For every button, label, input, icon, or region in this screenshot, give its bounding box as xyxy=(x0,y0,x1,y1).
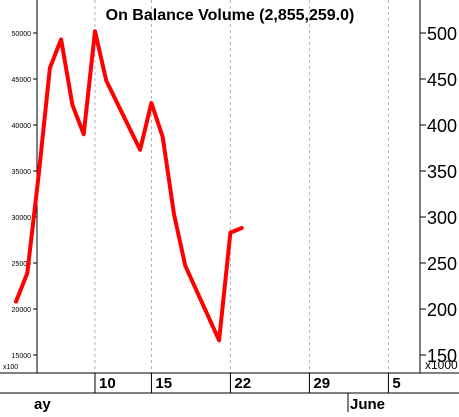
right-tick-label: 450 xyxy=(427,70,457,90)
left-tick-label: 15000 xyxy=(12,353,32,360)
right-tick-label: 200 xyxy=(427,300,457,320)
left-tick-label: 40000 xyxy=(12,123,32,130)
x-tick-label: 10 xyxy=(99,375,116,392)
left-tick-label: 50000 xyxy=(12,31,32,38)
x-tick-label: 22 xyxy=(234,375,251,392)
left-axis-multiplier: x100 xyxy=(3,364,18,371)
right-tick-label: 350 xyxy=(427,162,457,182)
x-tick-label: 15 xyxy=(155,375,172,392)
right-tick-label: 500 xyxy=(427,24,457,44)
right-tick-label: 300 xyxy=(427,208,457,228)
left-tick-label: 30000 xyxy=(12,215,32,222)
month-label: June xyxy=(350,396,385,412)
left-tick-label: 45000 xyxy=(12,77,32,84)
month-label: ay xyxy=(34,396,51,412)
left-tick-label: 20000 xyxy=(12,307,32,314)
right-axis-multiplier: x1000 xyxy=(425,358,458,372)
right-tick-label: 250 xyxy=(427,254,457,274)
left-tick-label: 35000 xyxy=(12,169,32,176)
x-tick-label: 29 xyxy=(313,375,330,392)
right-tick-label: 400 xyxy=(427,116,457,136)
x-tick-label: 5 xyxy=(392,375,400,392)
chart-title: On Balance Volume (2,855,259.0) xyxy=(106,7,355,24)
